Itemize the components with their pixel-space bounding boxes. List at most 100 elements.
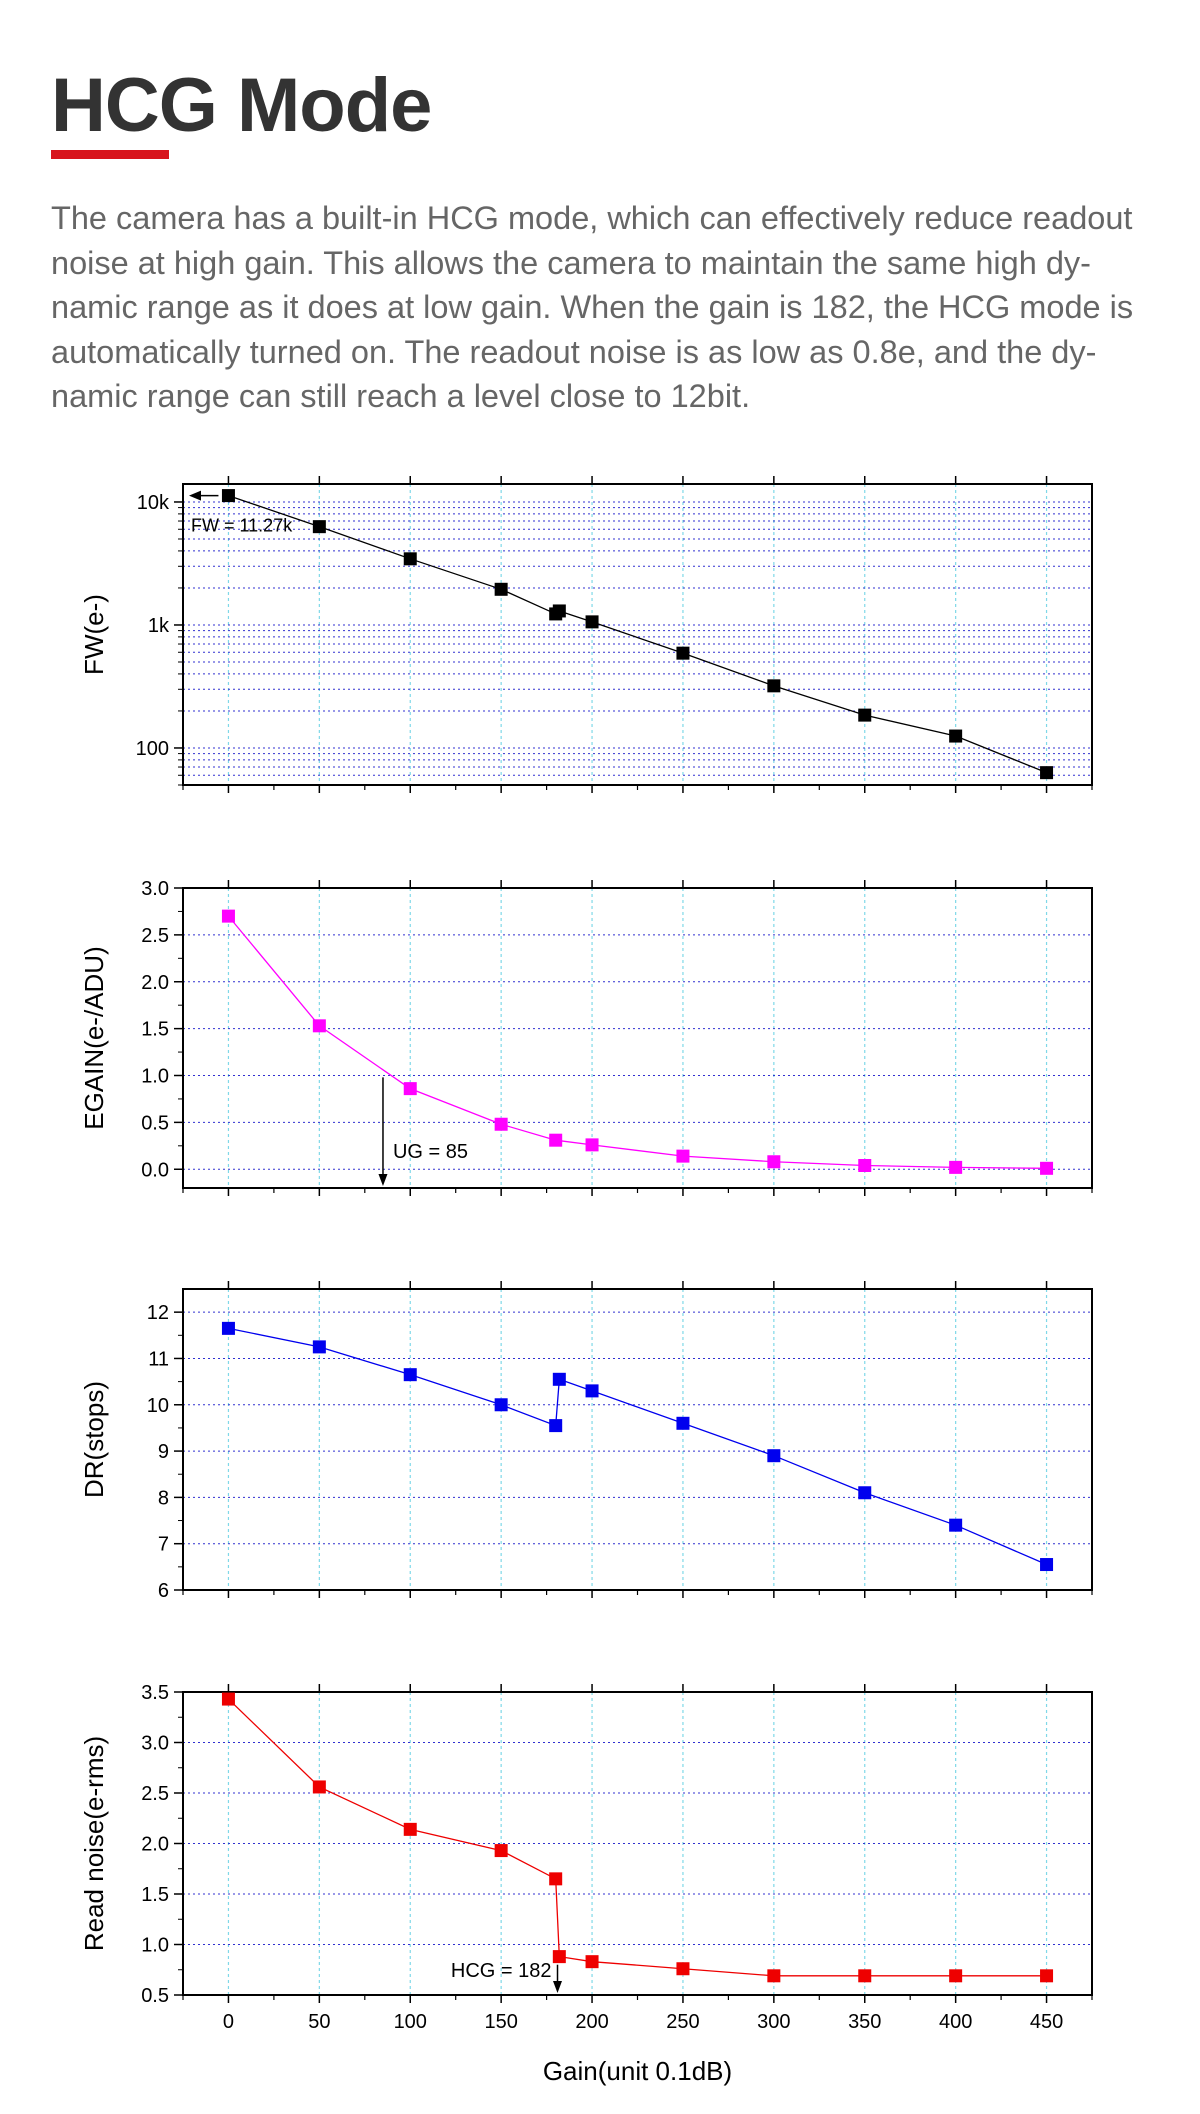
x-tick-label: 350 xyxy=(848,2011,881,2033)
y-tick-label: 0.5 xyxy=(141,1985,169,2007)
data-point xyxy=(676,1962,690,1976)
data-point xyxy=(549,1419,563,1433)
chart-panel-2: 3.0 2.5 2.0 1.5 1.0 0.5 0.0 EGAIN(e-/ADU) UG = 8… xyxy=(79,878,1093,1196)
data-point xyxy=(676,646,690,660)
x-axis-title: Gain(unit 0.1dB) xyxy=(543,2056,732,2086)
data-point xyxy=(858,1486,872,1500)
series-line xyxy=(228,1327,1047,1566)
data-point xyxy=(221,1692,235,1706)
intro-paragraph: The camera has a built-in HCG mode, whic… xyxy=(51,200,1134,414)
x-tick-label: 450 xyxy=(1030,2011,1063,2033)
data-point xyxy=(1040,1161,1054,1175)
x-tick-label: 150 xyxy=(484,2011,517,2033)
data-point xyxy=(403,1082,417,1096)
data-point xyxy=(585,1384,599,1398)
data-point xyxy=(767,1969,781,1983)
chart-panel-3: 12 11 10 9 8 7 6 DR(stops) xyxy=(79,1281,1093,1602)
x-tick-label: 0 xyxy=(223,2011,234,2033)
data-point xyxy=(494,1844,508,1858)
series-line xyxy=(227,915,1047,1169)
y-tick-label: 11 xyxy=(148,1348,169,1370)
data-point xyxy=(1040,1558,1054,1572)
y-axis-title: DR(stops) xyxy=(79,1381,109,1498)
data-point xyxy=(403,1822,417,1836)
y-tick-label: 3.5 xyxy=(141,1682,169,1704)
data-point xyxy=(949,1518,963,1532)
data-point xyxy=(312,1019,326,1033)
annotation-arrowhead xyxy=(378,1174,388,1186)
chart-panel-1: 10k 1k 100 FW(e-) FW = 11.27k xyxy=(79,476,1093,793)
y-tick-label: 10 xyxy=(147,1395,169,1417)
data-point xyxy=(949,1969,963,1983)
data-point xyxy=(676,1149,690,1163)
x-tick-label: 200 xyxy=(575,2011,608,2033)
x-tick-label: 400 xyxy=(939,2011,972,2033)
y-tick-label: 1.5 xyxy=(141,1884,169,1906)
data-point xyxy=(585,1955,599,1969)
y-tick-label: 3.0 xyxy=(141,1733,169,1755)
annotation-arrowhead xyxy=(189,490,201,501)
y-tick-label: 12 xyxy=(147,1302,169,1324)
data-point xyxy=(549,1872,563,1886)
y-tick-label: 6 xyxy=(158,1580,169,1602)
data-point xyxy=(1040,766,1054,780)
data-point xyxy=(1040,1969,1054,1983)
data-point xyxy=(494,582,508,596)
data-point xyxy=(494,1117,508,1131)
data-point xyxy=(767,1155,781,1169)
data-point xyxy=(549,1133,563,1147)
data-point xyxy=(403,552,417,566)
y-tick-label: 2.5 xyxy=(141,1783,169,1805)
y-tick-label: 1.0 xyxy=(141,1935,169,1957)
data-point xyxy=(552,1950,566,1964)
ug-annotation: UG = 85 xyxy=(393,1141,468,1163)
y-tick-label: 2.5 xyxy=(141,925,169,947)
y-tick-label: 0.5 xyxy=(141,1112,169,1134)
y-tick-label: 100 xyxy=(136,738,169,760)
fw-annotation: FW = 11.27k xyxy=(191,516,293,536)
series-line xyxy=(227,1698,1047,1977)
data-point xyxy=(494,1398,508,1412)
data-point xyxy=(585,615,599,629)
y-axis-title: Read noise(e-rms) xyxy=(79,1736,109,1951)
y-tick-label: 8 xyxy=(158,1487,169,1509)
data-point xyxy=(221,1321,235,1335)
data-point xyxy=(221,489,235,503)
data-point xyxy=(552,604,566,618)
series-line xyxy=(228,494,1047,774)
x-tick-label: 250 xyxy=(666,2011,699,2033)
y-tick-label: 9 xyxy=(158,1441,169,1463)
data-point xyxy=(221,909,235,923)
y-tick-label: 7 xyxy=(158,1534,169,1556)
hcg-annotation: HCG = 182 xyxy=(451,1960,552,1982)
data-point xyxy=(949,1160,963,1174)
data-point xyxy=(312,1340,326,1354)
x-tick-label: 50 xyxy=(308,2011,330,2033)
annotation-arrowhead xyxy=(553,1981,563,1993)
data-point xyxy=(858,1969,872,1983)
data-point xyxy=(858,1159,872,1172)
data-point xyxy=(949,729,963,743)
data-point xyxy=(312,1780,326,1794)
data-point xyxy=(858,708,872,722)
data-point xyxy=(552,1372,566,1386)
data-point xyxy=(312,520,326,534)
data-point xyxy=(403,1368,417,1382)
y-tick-label: 2.0 xyxy=(141,1834,169,1856)
y-tick-label: 0.0 xyxy=(141,1159,169,1181)
data-point xyxy=(767,679,781,693)
x-tick-label: 300 xyxy=(757,2011,790,2033)
x-tick-label: 100 xyxy=(394,2011,427,2033)
title-underline xyxy=(51,150,169,159)
data-point xyxy=(767,1449,781,1463)
y-axis-title: EGAIN(e-/ADU) xyxy=(79,946,109,1129)
y-tick-label: 1.5 xyxy=(141,1019,169,1041)
chart-panel-4: 3.5 3.0 2.5 2.0 1.5 1.0 0.5 Read noise(e-rms) HC… xyxy=(79,1682,1093,2086)
data-point xyxy=(585,1138,599,1152)
y-tick-label: 10k xyxy=(137,492,170,514)
y-tick-label: 1.0 xyxy=(141,1066,169,1088)
y-axis-title: FW(e-) xyxy=(79,594,109,675)
y-tick-label: 2.0 xyxy=(141,972,169,994)
page-title: HCG Mode xyxy=(51,63,432,148)
